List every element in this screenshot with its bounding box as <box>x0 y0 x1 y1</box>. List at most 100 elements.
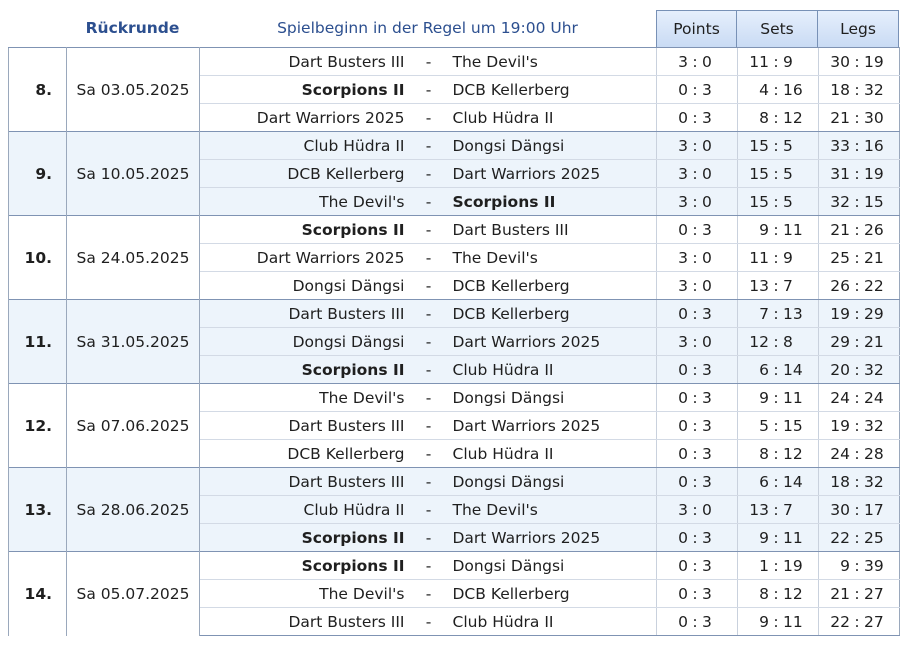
round-number: 12. <box>8 383 67 468</box>
away-team[interactable]: DCB Kellerberg <box>450 271 657 300</box>
sets-score: 4:16 <box>737 75 819 104</box>
legs-score-home: 21 <box>830 220 850 239</box>
legs-score: 20:32 <box>818 355 900 384</box>
versus-dash: - <box>406 383 451 412</box>
away-team[interactable]: DCB Kellerberg <box>450 299 657 328</box>
sets-score-home: 15 <box>749 164 769 183</box>
home-team[interactable]: Scorpions II <box>199 551 407 580</box>
home-team[interactable]: Dart Busters III <box>199 47 407 76</box>
away-team[interactable]: Dongsi Dängsi <box>450 131 657 160</box>
legs-score-away: 17 <box>864 500 884 519</box>
score-separator: : <box>692 192 698 211</box>
home-team[interactable]: Dart Busters III <box>199 467 407 496</box>
sets-score-away: 14 <box>783 472 803 491</box>
away-team[interactable]: Dongsi Dängsi <box>450 383 657 412</box>
away-team[interactable]: The Devil's <box>450 243 657 272</box>
away-team[interactable]: The Devil's <box>450 47 657 76</box>
away-team[interactable]: Dart Busters III <box>450 215 657 244</box>
home-team[interactable]: DCB Kellerberg <box>199 159 407 188</box>
home-team[interactable]: The Devil's <box>199 383 407 412</box>
legs-column-header[interactable]: Legs <box>817 10 899 48</box>
points-score-away: 0 <box>702 276 712 295</box>
sets-score-away: 14 <box>783 360 803 379</box>
score-separator: : <box>854 444 860 463</box>
versus-dash: - <box>406 131 451 160</box>
home-team[interactable]: Dart Warriors 2025 <box>199 103 407 132</box>
legs-score: 18:32 <box>818 75 900 104</box>
sets-score-away: 11 <box>783 612 803 631</box>
sets-score-home: 8 <box>759 444 769 463</box>
away-team[interactable]: Club Hüdra II <box>450 103 657 132</box>
points-score-home: 0 <box>678 528 688 547</box>
home-team[interactable]: Dart Warriors 2025 <box>199 243 407 272</box>
round-date: Sa 31.05.2025 <box>66 299 200 384</box>
home-team[interactable]: DCB Kellerberg <box>199 439 407 468</box>
away-team[interactable]: Dart Warriors 2025 <box>450 523 657 552</box>
sets-column-header[interactable]: Sets <box>736 10 818 48</box>
score-separator: : <box>692 556 698 575</box>
score-separator: : <box>692 444 698 463</box>
points-score: 0:3 <box>656 355 738 384</box>
home-team[interactable]: Scorpions II <box>199 523 407 552</box>
sets-score: 12:8 <box>737 327 819 356</box>
legs-score-away: 32 <box>864 80 884 99</box>
score-separator: : <box>692 164 698 183</box>
legs-score-away: 19 <box>864 164 884 183</box>
score-separator: : <box>773 52 779 71</box>
sets-score: 15:5 <box>737 159 819 188</box>
home-team[interactable]: Scorpions II <box>199 355 407 384</box>
score-separator: : <box>692 108 698 127</box>
legs-score-away: 22 <box>864 276 884 295</box>
home-team[interactable]: Scorpions II <box>199 75 407 104</box>
points-score-home: 3 <box>678 52 688 71</box>
versus-dash: - <box>406 75 451 104</box>
sets-score: 5:15 <box>737 411 819 440</box>
away-team[interactable]: Dongsi Dängsi <box>450 551 657 580</box>
round-date: Sa 03.05.2025 <box>66 47 200 132</box>
score-separator: : <box>854 304 860 323</box>
home-team[interactable]: Dart Busters III <box>199 299 407 328</box>
home-team[interactable]: Scorpions II <box>199 215 407 244</box>
away-team[interactable]: Club Hüdra II <box>450 607 657 636</box>
sets-score-home: 6 <box>759 360 769 379</box>
score-separator: : <box>854 192 860 211</box>
sets-score-away: 5 <box>783 164 793 183</box>
home-team[interactable]: Dart Busters III <box>199 607 407 636</box>
sets-score-home: 5 <box>759 416 769 435</box>
home-team[interactable]: The Devil's <box>199 579 407 608</box>
home-team[interactable]: Club Hüdra II <box>199 131 407 160</box>
legs-score: 19:32 <box>818 411 900 440</box>
sets-score-home: 15 <box>749 136 769 155</box>
versus-dash: - <box>406 215 451 244</box>
away-team[interactable]: DCB Kellerberg <box>450 579 657 608</box>
points-score: 0:3 <box>656 607 738 636</box>
away-team[interactable]: Club Hüdra II <box>450 355 657 384</box>
away-team[interactable]: Club Hüdra II <box>450 439 657 468</box>
match-row: 10. Sa 24.05.2025 Scorpions II - Dart Buster… <box>8 215 900 300</box>
sets-score: 13:7 <box>737 495 819 524</box>
home-team[interactable]: Dongsi Dängsi <box>199 327 407 356</box>
away-team[interactable]: The Devil's <box>450 495 657 524</box>
points-score-away: 3 <box>702 416 712 435</box>
away-team[interactable]: Dart Warriors 2025 <box>450 327 657 356</box>
sets-score-home: 1 <box>759 556 769 575</box>
sets-score-away: 15 <box>783 416 803 435</box>
home-team[interactable]: Dongsi Dängsi <box>199 271 407 300</box>
home-team[interactable]: The Devil's <box>199 187 407 216</box>
sets-score-away: 5 <box>783 192 793 211</box>
home-team[interactable]: Club Hüdra II <box>199 495 407 524</box>
points-column-header[interactable]: Points <box>656 10 737 48</box>
legs-score-home: 24 <box>830 388 850 407</box>
points-score-home: 3 <box>678 332 688 351</box>
away-team[interactable]: Dongsi Dängsi <box>450 467 657 496</box>
away-team[interactable]: Dart Warriors 2025 <box>450 159 657 188</box>
away-team[interactable]: DCB Kellerberg <box>450 75 657 104</box>
points-score-home: 0 <box>678 416 688 435</box>
points-score-away: 3 <box>702 472 712 491</box>
points-score: 0:3 <box>656 383 738 412</box>
away-team[interactable]: Scorpions II <box>450 187 657 216</box>
round-date: Sa 28.06.2025 <box>66 467 200 552</box>
home-team[interactable]: Dart Busters III <box>199 411 407 440</box>
away-team[interactable]: Dart Warriors 2025 <box>450 411 657 440</box>
points-score: 0:3 <box>656 467 738 496</box>
